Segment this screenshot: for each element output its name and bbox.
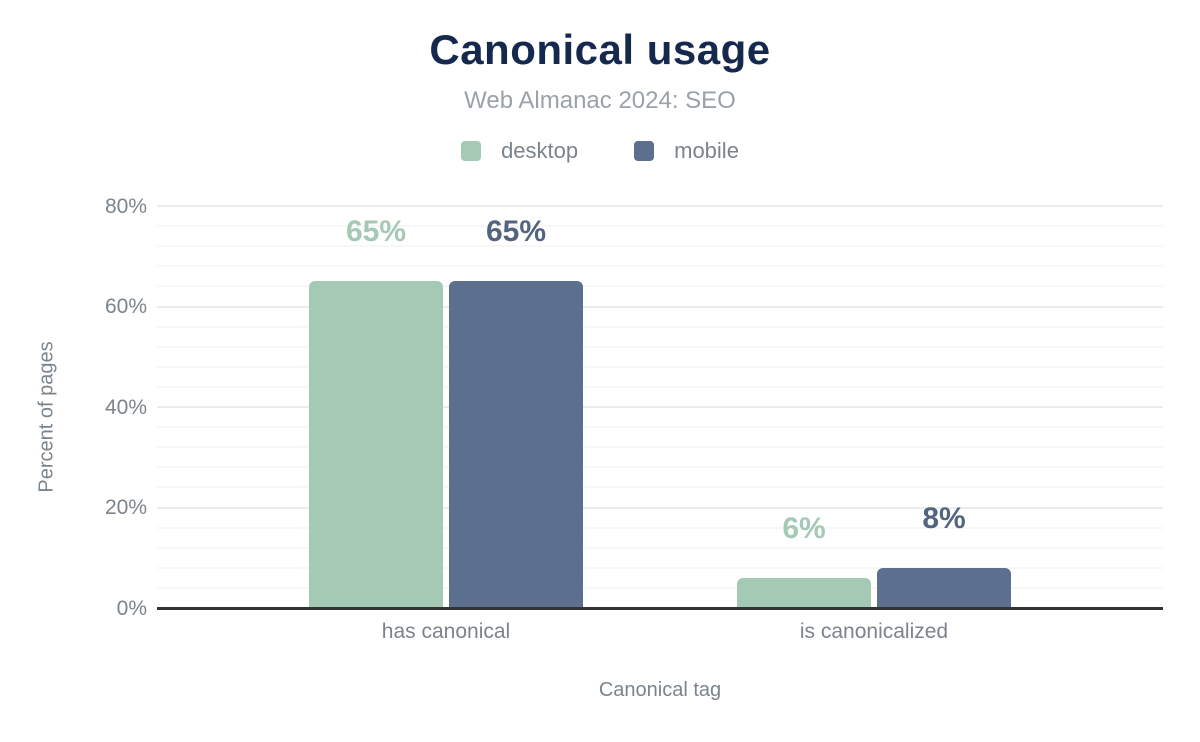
category-label-has-canonical: has canonical	[381, 620, 511, 643]
major-gridline	[157, 406, 1163, 408]
bar-value-label-mobile-has-canonical: 65%	[485, 215, 547, 249]
y-tick-label: 0%	[116, 596, 147, 620]
minor-gridline	[157, 225, 1163, 228]
major-gridline	[157, 305, 1163, 308]
y-tick-label: 80%	[104, 194, 147, 218]
bar-mobile-is-canonicalized	[877, 567, 1011, 608]
chart-title: Canonical usage	[429, 26, 771, 73]
legend-item-mobile: mobile	[634, 138, 739, 164]
chart-subtitle: Web Almanac 2024: SEO	[464, 87, 736, 114]
major-gridline	[157, 506, 1163, 509]
bar-value-label-desktop-is-canonicalized: 6%	[782, 511, 826, 545]
x-axis-title: Canonical tag	[598, 679, 722, 701]
desktop-swatch-icon	[461, 141, 482, 161]
x-axis-baseline	[157, 607, 1163, 610]
bar-mobile-has-canonical	[449, 281, 583, 608]
minor-gridline	[157, 245, 1163, 248]
minor-gridline	[157, 325, 1163, 328]
minor-gridline	[157, 385, 1163, 388]
y-tick-label: 40%	[104, 395, 147, 419]
major-gridline	[157, 205, 1163, 207]
minor-gridline	[157, 265, 1163, 268]
bar-desktop-is-canonicalized	[737, 577, 871, 608]
minor-gridline	[157, 446, 1163, 449]
bar-value-label-desktop-has-canonical: 65%	[345, 215, 407, 249]
legend-label-mobile: mobile	[674, 138, 739, 163]
y-tick-label: 20%	[104, 496, 147, 519]
minor-gridline	[157, 546, 1163, 549]
minor-gridline	[157, 426, 1163, 429]
minor-gridline	[157, 466, 1163, 469]
bar-value-label-mobile-is-canonicalized: 8%	[922, 501, 966, 535]
minor-gridline	[157, 526, 1163, 529]
legend-label-desktop: desktop	[501, 138, 579, 163]
minor-gridline	[157, 365, 1163, 368]
minor-gridline	[157, 285, 1163, 288]
mobile-swatch-icon	[634, 141, 655, 161]
bar-desktop-has-canonical	[309, 281, 443, 608]
minor-gridline	[157, 486, 1163, 489]
legend: desktop mobile	[0, 138, 1200, 164]
minor-gridline	[157, 586, 1163, 589]
minor-gridline	[157, 345, 1163, 348]
y-tick-label: 60%	[104, 295, 147, 318]
minor-gridline	[157, 566, 1163, 569]
category-label-is-canonicalized: is canonicalized	[799, 620, 949, 643]
legend-item-desktop: desktop	[461, 138, 578, 164]
